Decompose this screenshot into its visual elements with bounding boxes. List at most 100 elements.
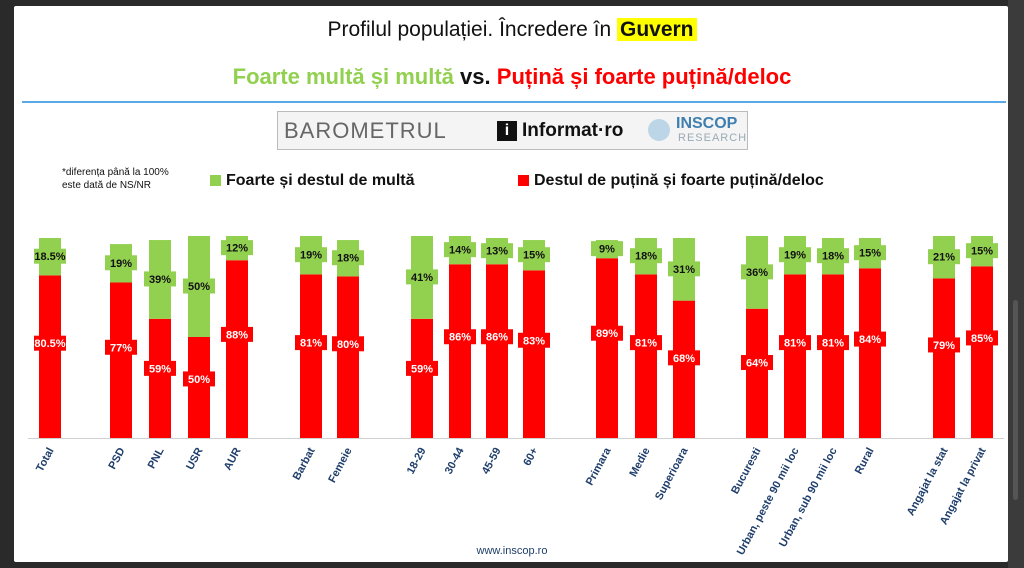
data-label-green-6: 18% [337,253,359,265]
bar-red-14 [746,308,768,438]
data-label-green-14: 36% [746,267,768,279]
x-tick-label-0: Total [34,446,57,474]
x-tick-label-17: Rural [853,446,877,476]
data-label-green-11: 9% [599,244,615,256]
x-tick-label-5: Barbat [291,445,318,482]
label-bg-red-7 [406,360,438,376]
bar-red-9 [486,264,508,438]
data-label-green-1: 19% [110,258,132,270]
data-label-red-9: 86% [486,332,508,344]
logo-inscop-text: INSCOP [676,115,738,132]
x-tick-label-1: PSD [106,446,127,472]
label-bg-red-8 [444,329,476,345]
x-tick-label-8: 30-44 [443,445,467,476]
label-bg-red-3 [183,371,215,387]
label-bg-green-6 [332,250,364,266]
label-bg-red-15 [779,335,811,351]
data-label-red-0: 80.5% [34,338,65,350]
title-highlight: Guvern [616,18,697,41]
data-label-green-0: 18.5% [34,251,65,263]
label-bg-green-5 [295,247,327,263]
title-divider [22,101,1006,103]
data-label-green-16: 18% [822,251,844,263]
data-label-green-2: 39% [149,274,171,286]
title-prefix: Profilul populației. Încredere în [327,18,612,41]
data-label-green-10: 15% [523,250,545,262]
label-bg-green-11 [591,241,623,257]
inscop-globe-icon [648,119,670,141]
data-label-red-4: 88% [226,329,248,341]
bar-red-12 [635,274,657,438]
footnote-line-1: *diferența până la 100% [62,167,169,178]
x-tick-label-9: 45-59 [480,446,504,476]
x-tick-label-4: AUR [222,446,244,473]
legend-swatch-green [210,175,221,186]
label-bg-red-0 [34,335,66,351]
bar-red-15 [784,274,806,438]
data-label-green-12: 18% [635,251,657,263]
x-tick-label-10: 60+ [521,446,540,468]
x-tick-label-7: 18-29 [405,446,429,476]
label-bg-green-8 [444,242,476,258]
data-label-red-5: 81% [300,338,322,350]
bar-red-2 [149,318,171,438]
data-label-red-16: 81% [822,338,844,350]
label-bg-green-14 [741,264,773,280]
bar-red-19 [971,266,993,438]
x-tick-label-13: Superioara [653,445,691,502]
data-label-red-3: 50% [188,374,210,386]
bar-red-17 [859,268,881,438]
informat-i-icon: i [497,121,517,141]
label-bg-green-17 [854,245,886,261]
subtitle-vs: vs. [460,64,491,89]
label-bg-red-18 [928,337,960,353]
bar-red-6 [337,276,359,438]
label-bg-red-19 [966,330,998,346]
x-tick-label-2: PNL [146,446,167,471]
logo-barometru-text: BAROMETRUL [284,118,447,143]
label-bg-red-10 [518,332,550,348]
data-label-red-7: 59% [411,363,433,375]
x-tick-label-12: Medie [627,446,652,479]
legend-label-red: Destul de puțină și foarte puțină/deloc [534,172,824,189]
bar-red-4 [226,260,248,438]
scrollbar-thumb[interactable] [1013,300,1018,500]
label-bg-green-13 [668,261,700,277]
label-bg-green-7 [406,269,438,285]
label-bg-green-10 [518,247,550,263]
data-label-green-19: 15% [971,246,993,258]
bar-red-16 [822,274,844,438]
data-label-red-17: 84% [859,334,881,346]
label-bg-green-4 [221,240,253,256]
footnote-line-2: este dată de NS/NR [62,180,151,191]
label-bg-red-11 [591,325,623,341]
label-bg-red-1 [105,339,137,355]
data-label-red-1: 77% [110,342,132,354]
label-bg-red-9 [481,329,513,345]
logo-informat-text: Informat·ro [522,120,624,141]
chart-subtitle: Foarte multă și multă vs. Puțină și foar… [0,64,1024,90]
bar-red-5 [300,274,322,438]
logo-research-text: RESEARCH [678,132,748,144]
legend-swatch-red [518,175,529,186]
data-label-green-9: 13% [486,246,508,258]
data-label-red-8: 86% [449,332,471,344]
data-label-green-7: 41% [411,272,433,284]
data-label-green-3: 50% [188,281,210,293]
label-bg-green-0 [34,248,66,264]
label-bg-green-3 [183,278,215,294]
subtitle-red: Puțină și foarte puțină/deloc [496,64,792,89]
label-bg-red-2 [144,360,176,376]
barometru-logo-banner: BAROMETRUL i Informat·ro INSCOP RESEARCH [277,111,748,150]
data-label-red-19: 85% [971,333,993,345]
bar-red-8 [449,264,471,438]
data-label-red-6: 80% [337,339,359,351]
x-tick-label-6: Femeie [326,446,354,485]
data-label-green-17: 15% [859,248,881,260]
label-bg-green-12 [630,248,662,264]
subtitle-green: Foarte multă și multă [232,64,454,89]
label-bg-green-1 [105,255,137,271]
data-label-green-8: 14% [449,245,471,257]
window-edge [1008,0,1024,568]
data-label-green-5: 19% [300,250,322,262]
